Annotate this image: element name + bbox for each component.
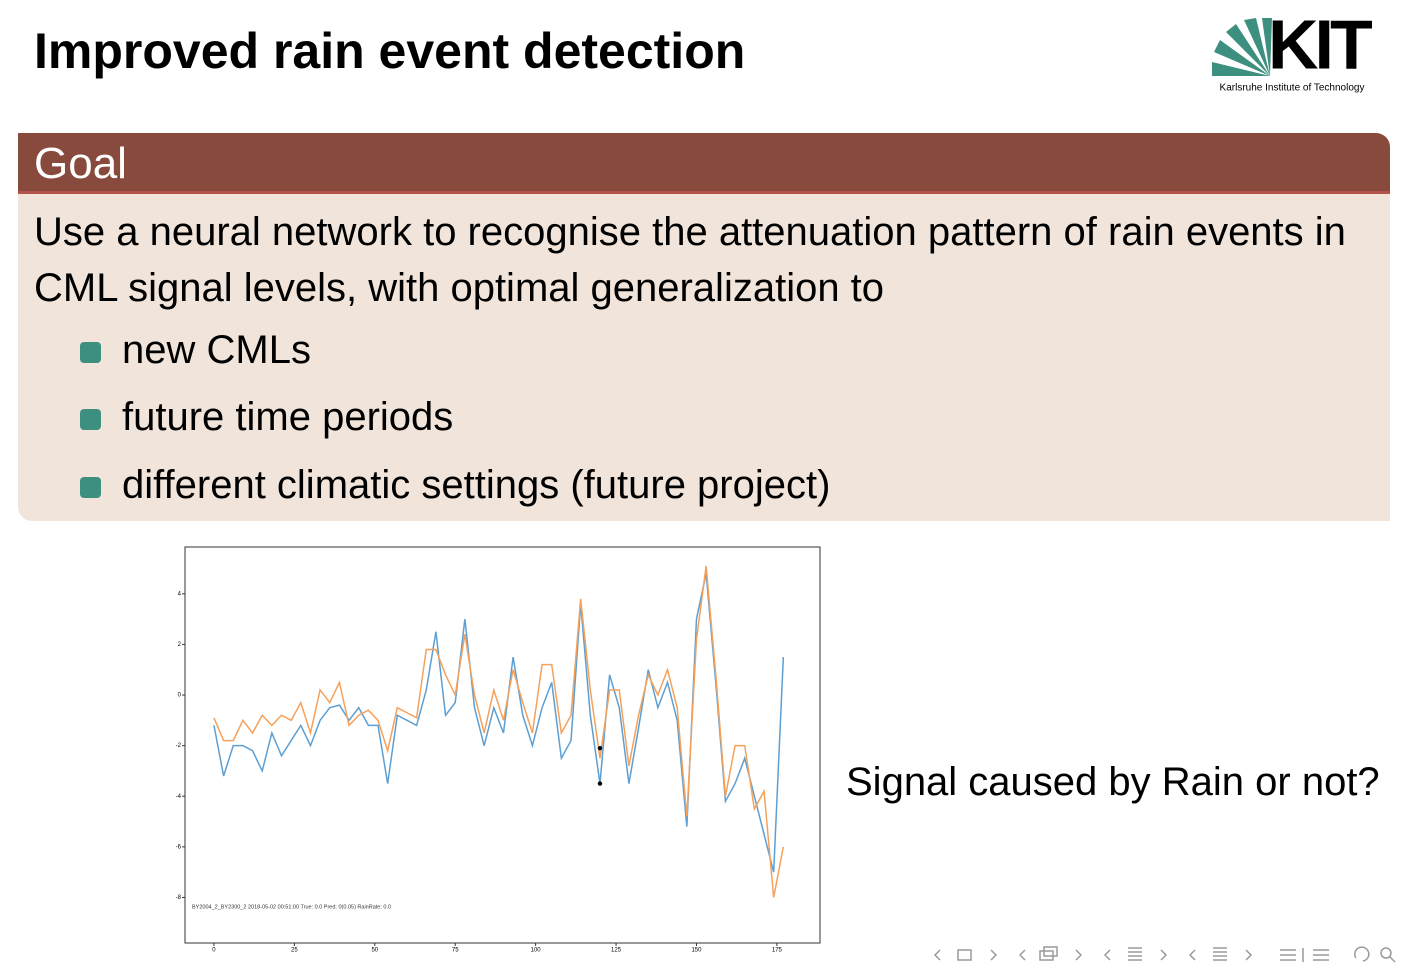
bullet: different climatic settings (future proj… (122, 463, 831, 507)
x-tick-label: 175 (772, 948, 783, 954)
y-tick-label: 2 (178, 642, 182, 648)
bullet-icon (80, 477, 101, 498)
side-text: Signal caused by Rain or not? (846, 760, 1380, 804)
series-line (213, 565, 785, 898)
x-tick-label: 50 (371, 948, 378, 954)
bullet-icon (80, 409, 101, 430)
bullet: future time periods (122, 395, 454, 439)
block-title: Goal (34, 139, 127, 188)
marker-point (597, 781, 603, 786)
y-tick-label: -2 (176, 743, 182, 749)
bullet-icon (80, 342, 101, 363)
plot-frame (184, 546, 821, 944)
logo-subtitle: Karlsruhe Institute of Technology (1220, 83, 1365, 94)
x-tick-label: 75 (452, 948, 459, 954)
bullet: new CMLs (122, 328, 311, 372)
logo-fan (1212, 18, 1272, 76)
y-tick-label: 4 (178, 591, 182, 597)
y-tick-label: 0 (178, 693, 182, 699)
x-tick-label: 0 (212, 948, 216, 954)
y-tick-label: -6 (176, 844, 182, 850)
block-text: Use a neural network to recognise the at… (34, 210, 1346, 310)
plot-annotation: BY2004_2_BY2300_2 2018-05-02 00:51:00 Tr… (192, 904, 391, 910)
y-tick-label: -8 (176, 895, 182, 901)
block-body (18, 194, 1390, 521)
marker-point (597, 745, 603, 751)
nav-icons (933, 946, 1396, 963)
x-tick-label: 25 (291, 948, 298, 954)
logo-text: KIT (1268, 5, 1372, 83)
x-tick-label: 125 (611, 948, 622, 954)
x-tick-label: 150 (691, 948, 702, 954)
x-tick-label: 100 (531, 948, 542, 954)
block-header: Goal (18, 133, 1390, 194)
logo: KIT Karlsruhe Institute of Technology (1212, 5, 1376, 94)
slide-title: Improved rain event detection (34, 23, 746, 79)
y-tick-label: -4 (176, 794, 182, 800)
